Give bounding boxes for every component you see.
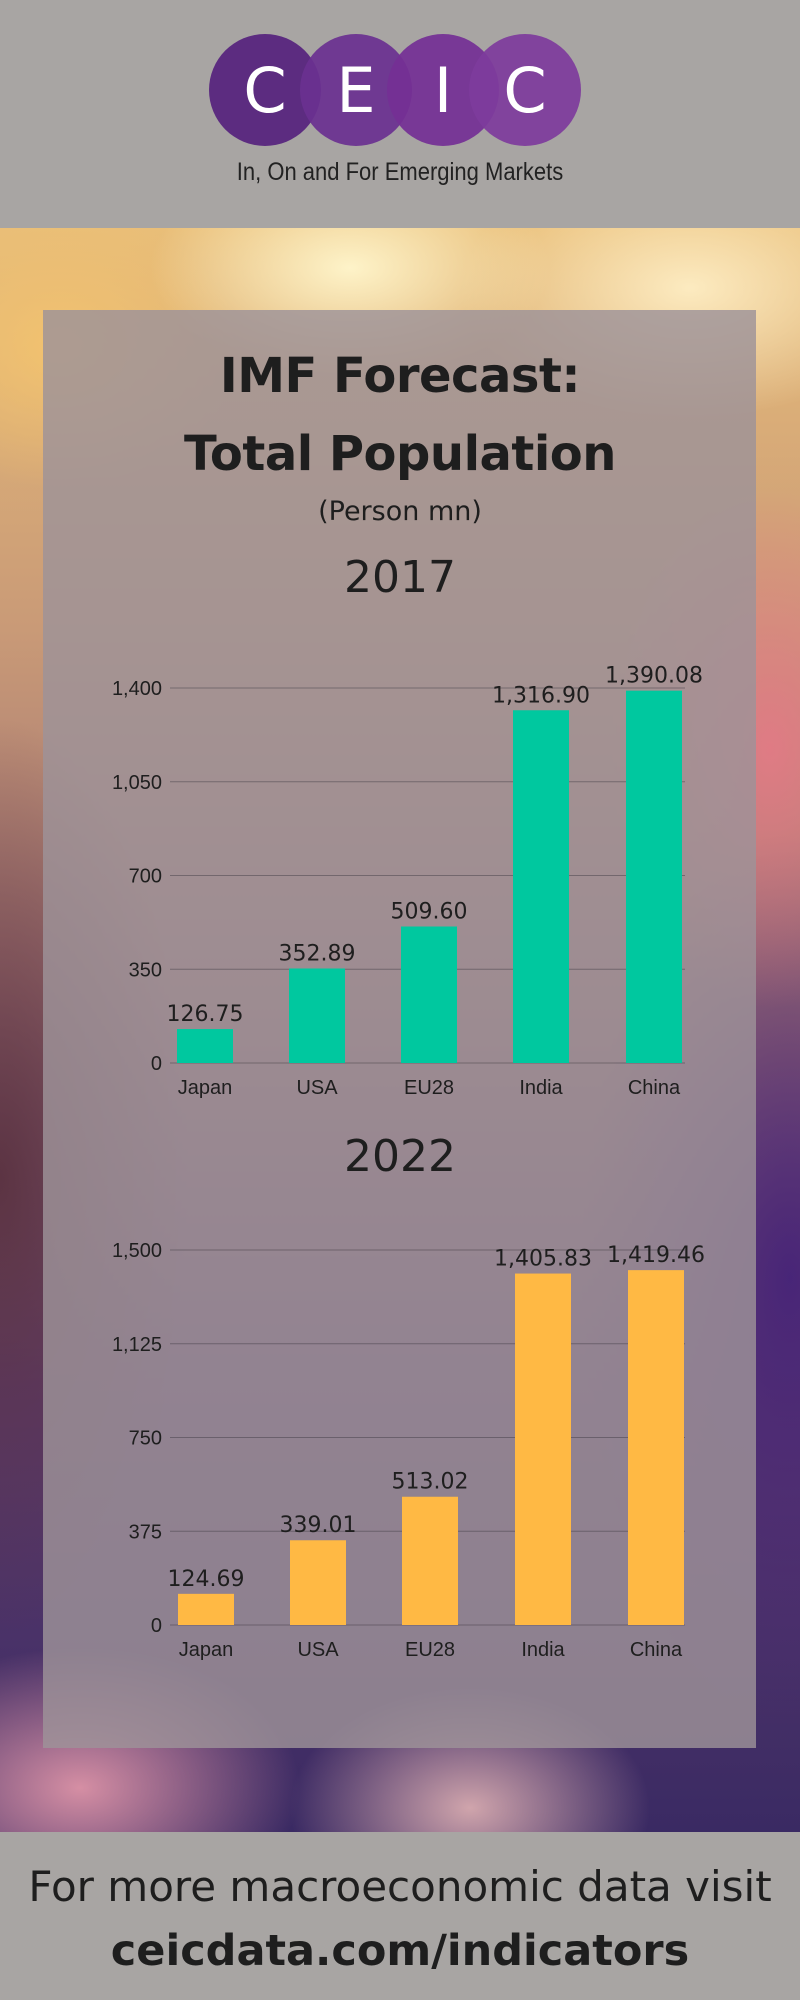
x-tick-label: China xyxy=(628,1077,681,1099)
data-label: 1,405.83 xyxy=(494,1247,592,1272)
x-tick-label: EU28 xyxy=(404,1077,454,1099)
y-tick-label: 1,125 xyxy=(112,1334,162,1356)
data-label: 124.69 xyxy=(168,1567,245,1592)
data-label: 1,316.90 xyxy=(492,683,590,708)
data-label: 509.60 xyxy=(391,900,468,925)
bar xyxy=(513,710,569,1063)
data-label: 513.02 xyxy=(392,1470,469,1495)
x-tick-label: EU28 xyxy=(405,1639,455,1661)
data-label: 1,390.08 xyxy=(605,664,703,689)
y-tick-label: 1,400 xyxy=(112,678,162,700)
chart-title-2017: 2017 xyxy=(344,552,456,603)
footer-link[interactable]: ceicdata.com/indicators xyxy=(110,1926,690,1976)
header: C E I C In, On and For Emerging Markets xyxy=(0,0,800,228)
footer: For more macroeconomic data visit ceicda… xyxy=(0,1832,800,2000)
data-label: 339.01 xyxy=(280,1513,357,1538)
bar-chart-2022: 0 375 750 1,125 1,500 124.69 Japan 339.01 USA 513… xyxy=(112,1240,705,1661)
footer-text: For more macroeconomic data visit xyxy=(28,1862,772,1911)
bar xyxy=(401,926,457,1063)
x-tick-label: Japan xyxy=(178,1077,233,1099)
logo-circle xyxy=(387,34,499,146)
y-tick-label: 350 xyxy=(129,959,162,981)
chart-title-2022: 2022 xyxy=(344,1131,456,1182)
y-tick-label: 375 xyxy=(129,1521,162,1543)
tagline: In, On and For Emerging Markets xyxy=(236,158,564,186)
logo-letter: C xyxy=(243,54,286,127)
logo-letter: I xyxy=(434,54,452,127)
y-tick-label: 1,050 xyxy=(112,772,162,794)
bar xyxy=(177,1029,233,1063)
bar xyxy=(178,1593,234,1625)
bar xyxy=(515,1273,571,1625)
ceic-logo: C E I C xyxy=(209,34,581,146)
logo-circle xyxy=(300,34,412,146)
x-tick-label: China xyxy=(630,1639,683,1661)
bar-chart-2017: 0 350 700 1,050 1,400 126.75 Japan 352.89 USA 509… xyxy=(112,664,703,1099)
unit-subtitle: (Person mn) xyxy=(318,496,482,527)
x-tick-label: India xyxy=(519,1077,563,1099)
bar xyxy=(289,968,345,1063)
bar xyxy=(290,1540,346,1625)
x-tick-label: USA xyxy=(296,1077,338,1099)
logo-circle xyxy=(209,34,321,146)
y-tick-label: 700 xyxy=(129,866,162,888)
x-tick-label: India xyxy=(521,1639,565,1661)
bar xyxy=(402,1496,458,1625)
logo-circle xyxy=(469,34,581,146)
data-label: 126.75 xyxy=(167,1002,244,1027)
bar xyxy=(626,690,682,1063)
y-tick-label: 0 xyxy=(151,1615,162,1637)
bar xyxy=(628,1270,684,1625)
logo-letter: E xyxy=(336,54,375,127)
x-tick-label: Japan xyxy=(179,1639,234,1661)
y-tick-label: 1,500 xyxy=(112,1240,162,1262)
y-tick-label: 750 xyxy=(129,1428,162,1450)
y-tick-label: 0 xyxy=(151,1053,162,1075)
x-tick-label: USA xyxy=(297,1639,339,1661)
logo-letter: C xyxy=(503,54,546,127)
data-label: 1,419.46 xyxy=(607,1243,705,1268)
page-title-line1: IMF Forecast: xyxy=(219,348,581,404)
page-title-line2: Total Population xyxy=(184,426,616,482)
data-label: 352.89 xyxy=(279,941,356,966)
